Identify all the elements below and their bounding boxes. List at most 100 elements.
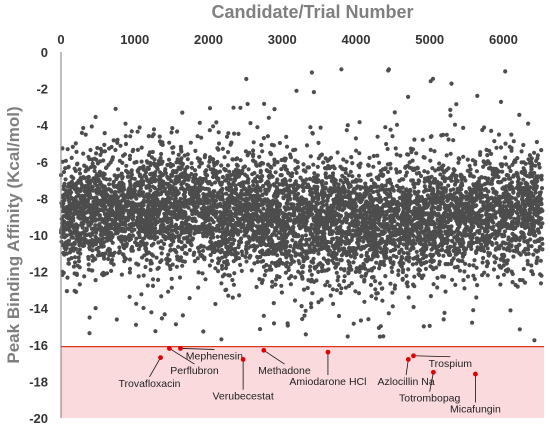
- data-point: [497, 246, 502, 251]
- data-point: [116, 167, 121, 172]
- data-point: [470, 158, 475, 163]
- data-point: [535, 153, 541, 158]
- data-point: [235, 156, 240, 161]
- data-point: [342, 274, 347, 279]
- data-point: [446, 137, 451, 142]
- data-point: [540, 241, 545, 246]
- data-point: [498, 145, 504, 150]
- data-point: [427, 242, 432, 247]
- data-point: [219, 281, 224, 286]
- data-point: [500, 162, 505, 167]
- data-point: [303, 308, 308, 313]
- data-point: [485, 273, 490, 278]
- data-point: [425, 170, 430, 175]
- data-point: [351, 321, 356, 326]
- data-point: [168, 266, 173, 272]
- data-point: [456, 188, 462, 193]
- data-point: [202, 186, 207, 191]
- data-point: [435, 275, 440, 280]
- data-point: [492, 139, 497, 144]
- data-point: [359, 266, 365, 271]
- data-point: [536, 161, 542, 167]
- data-point: [88, 147, 93, 153]
- data-point: [270, 202, 275, 207]
- data-point: [77, 171, 83, 176]
- data-point: [386, 311, 391, 316]
- data-point: [486, 253, 491, 258]
- data-point: [222, 155, 227, 160]
- data-point: [167, 140, 172, 145]
- data-point: [389, 265, 394, 270]
- data-point: [287, 188, 292, 193]
- data-point: [300, 276, 305, 281]
- data-point: [300, 178, 305, 183]
- data-point: [261, 313, 266, 318]
- data-point: [309, 222, 314, 227]
- data-point: [129, 171, 134, 176]
- data-point: [126, 187, 131, 193]
- data-point: [89, 268, 94, 273]
- data-point: [388, 249, 393, 254]
- data-point: [214, 120, 219, 125]
- data-point: [64, 289, 69, 294]
- data-point: [236, 131, 241, 136]
- data-point: [397, 260, 402, 265]
- data-point: [238, 105, 243, 110]
- data-point: [119, 272, 124, 277]
- data-point: [277, 217, 282, 222]
- data-point: [148, 188, 153, 193]
- data-point: [397, 231, 402, 237]
- data-point: [196, 200, 201, 206]
- data-point: [508, 308, 513, 313]
- data-point: [69, 155, 74, 160]
- data-point: [309, 305, 314, 310]
- data-point: [187, 248, 192, 253]
- data-point: [354, 148, 359, 153]
- data-point: [83, 132, 88, 137]
- data-point: [472, 258, 477, 263]
- data-point: [200, 271, 205, 276]
- data-point: [176, 152, 181, 157]
- data-point: [301, 287, 307, 292]
- data-point: [146, 134, 151, 139]
- data-point: [327, 283, 332, 288]
- data-point: [436, 167, 441, 172]
- data-point: [352, 255, 357, 260]
- data-point: [490, 172, 495, 177]
- data-point: [306, 165, 312, 170]
- data-point: [328, 155, 334, 160]
- data-point: [71, 264, 76, 269]
- data-point: [494, 241, 499, 246]
- data-point: [82, 274, 87, 279]
- data-point: [125, 226, 130, 231]
- data-point: [492, 214, 497, 219]
- data-point: [310, 130, 315, 136]
- data-point: [367, 155, 372, 160]
- data-point: [308, 125, 313, 130]
- data-point: [291, 249, 296, 254]
- data-point: [424, 235, 429, 240]
- data-point: [113, 106, 118, 111]
- data-point: [396, 268, 401, 273]
- data-point: [257, 154, 262, 159]
- data-point: [296, 258, 301, 264]
- data-point: [451, 138, 456, 143]
- data-point: [182, 194, 188, 199]
- data-point: [515, 174, 520, 179]
- data-point: [242, 202, 247, 207]
- data-point: [406, 193, 411, 198]
- data-point: [136, 274, 141, 279]
- data-point: [271, 321, 277, 326]
- data-point: [201, 192, 206, 197]
- data-point: [411, 304, 416, 310]
- data-point: [170, 232, 175, 237]
- data-point: [449, 81, 454, 86]
- data-point: [209, 240, 214, 245]
- data-point: [414, 261, 419, 266]
- data-point: [539, 207, 544, 212]
- data-point: [490, 186, 495, 191]
- data-point: [527, 153, 533, 158]
- data-point: [135, 129, 140, 134]
- data-point: [400, 270, 405, 275]
- data-point: [226, 293, 231, 298]
